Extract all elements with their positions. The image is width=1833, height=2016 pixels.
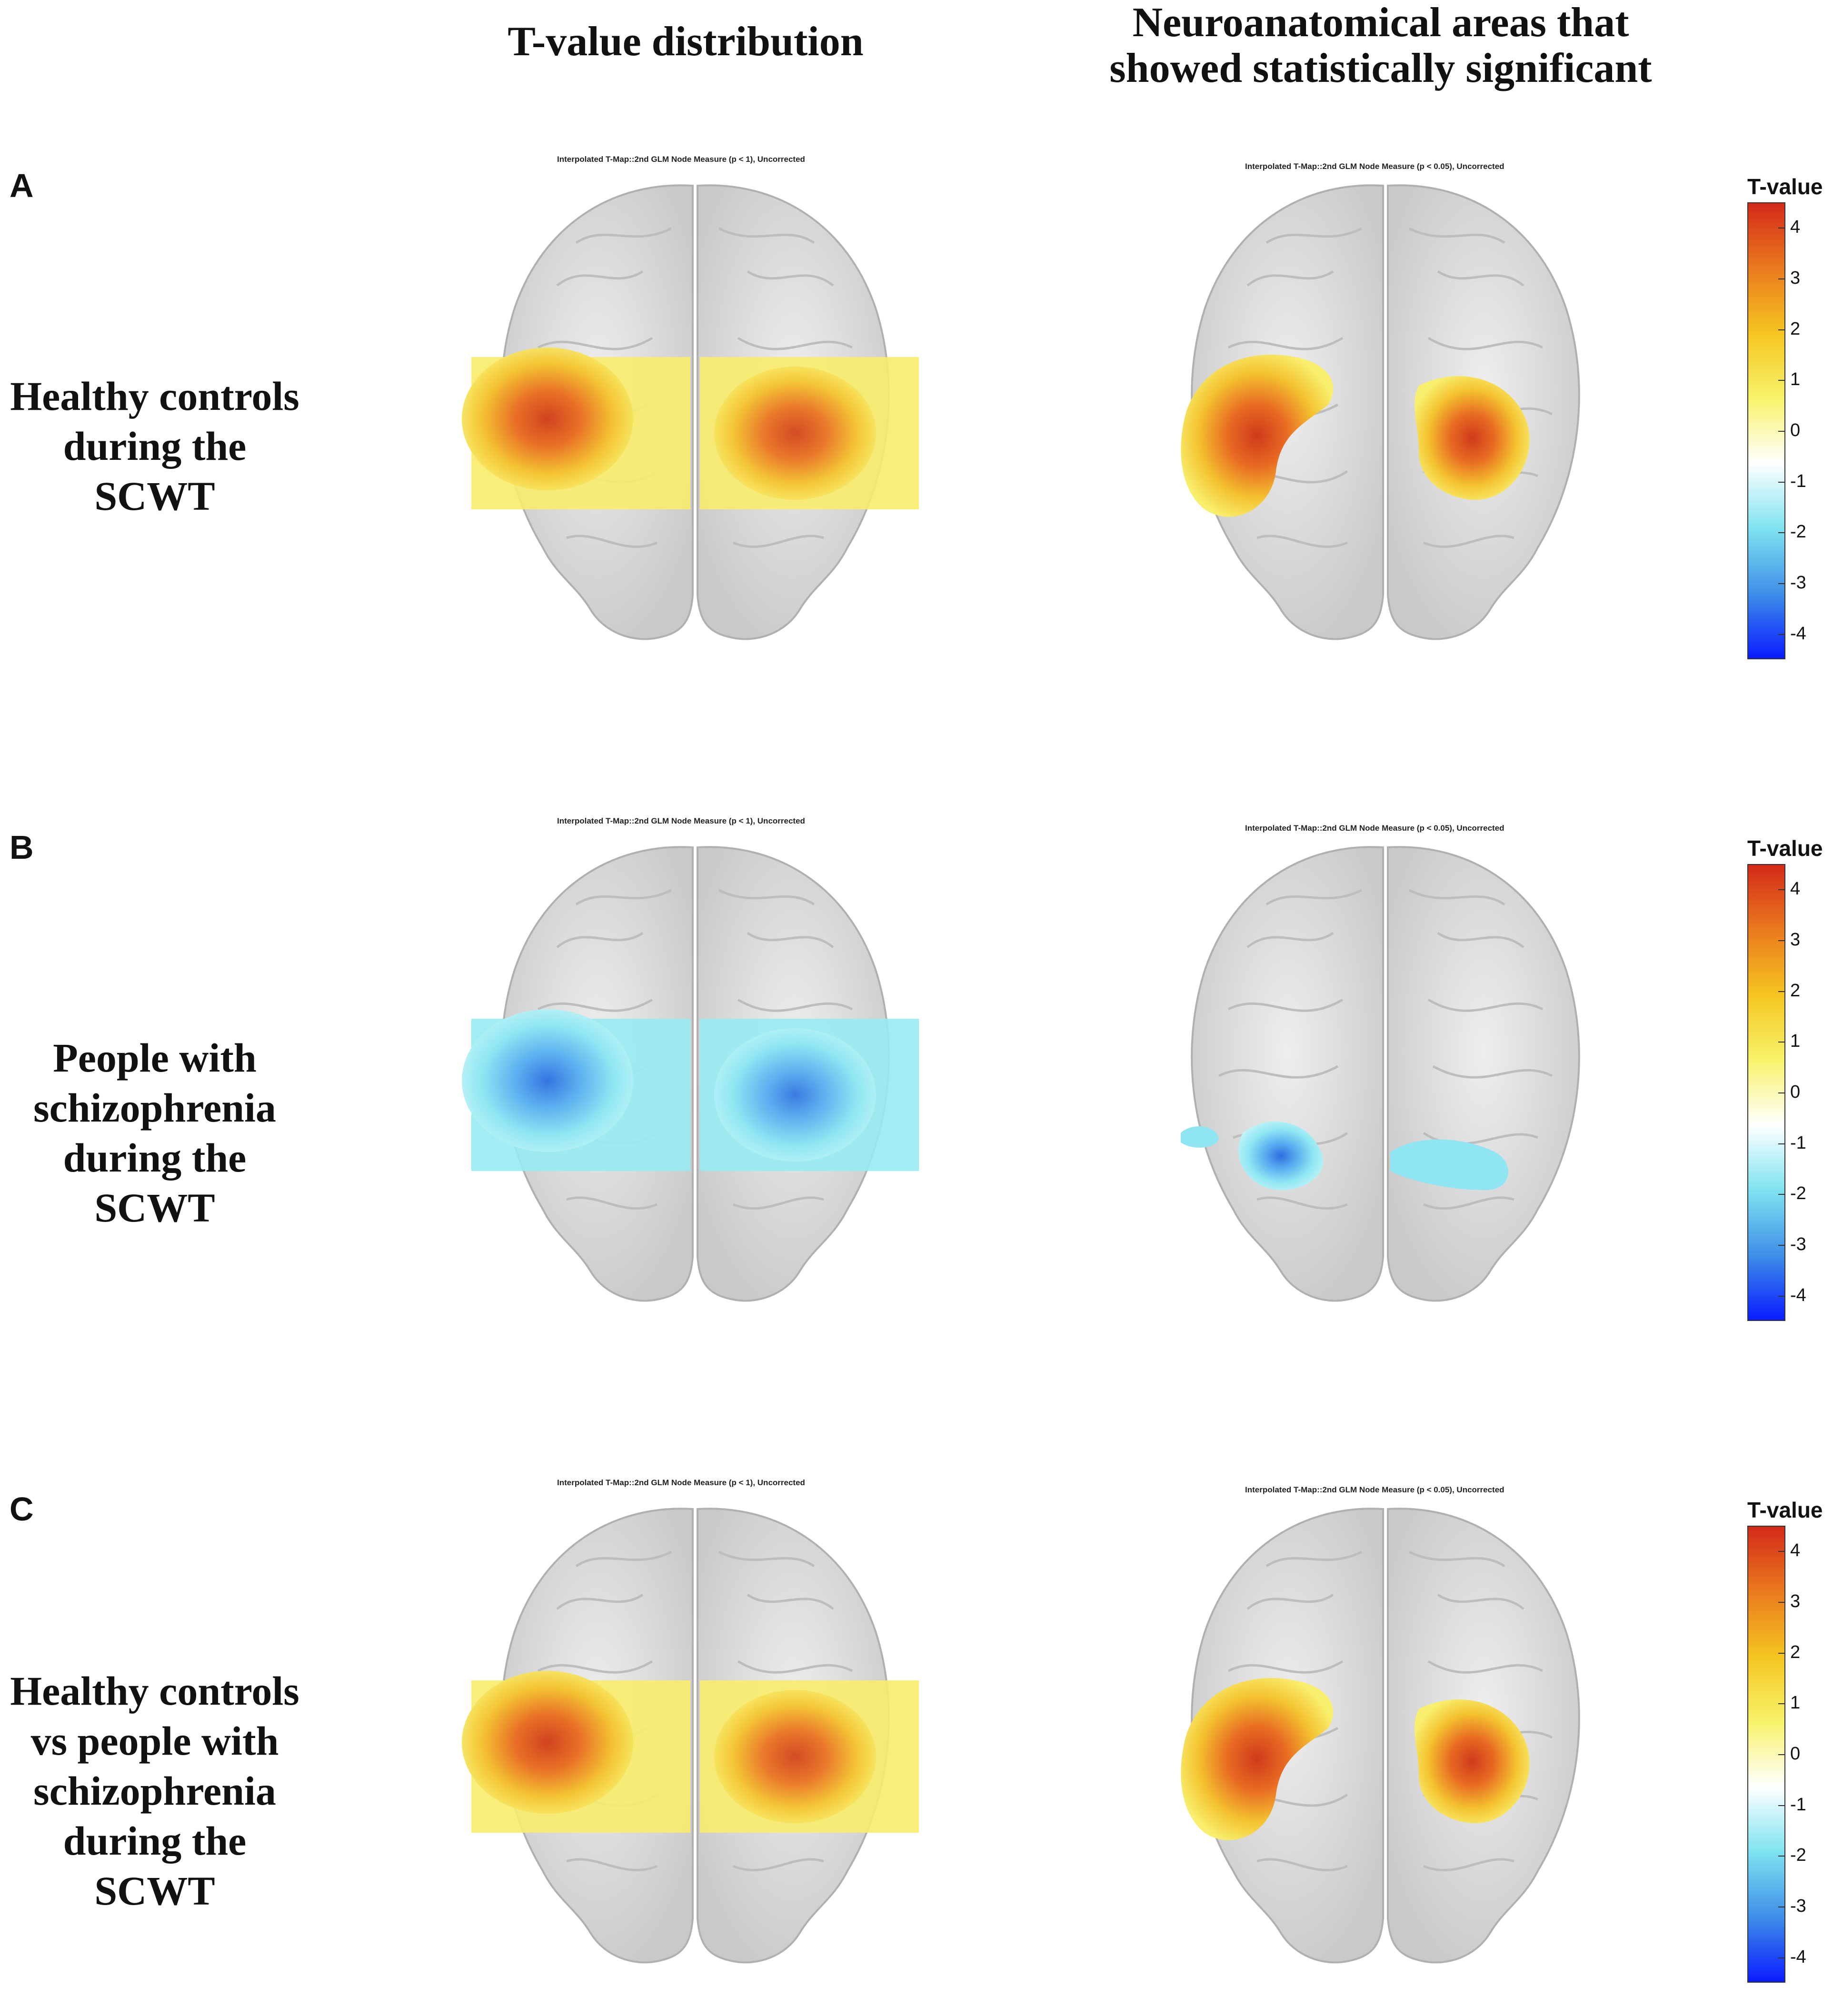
colorbar-tick-label: 3 <box>1790 268 1801 288</box>
colorbar-title: T-value <box>1747 1498 1823 1522</box>
activation-overlay <box>1181 1122 1508 1190</box>
activation-overlay <box>462 1671 919 1833</box>
colorbar-tick-label: 0 <box>1790 1082 1801 1102</box>
colorbar-tick-mark <box>1778 380 1785 381</box>
colorbar-tick-mark <box>1778 1754 1785 1755</box>
colorbar-tick-label: 2 <box>1790 1642 1801 1662</box>
colorbar-tick-label: -1 <box>1790 1132 1806 1153</box>
panel-letter: B <box>10 829 34 866</box>
colorbar-tick-mark <box>1778 991 1785 992</box>
map-title-tvalue: Interpolated T-Map::2nd GLM Node Measure… <box>557 1478 805 1487</box>
colorbar-tick-mark <box>1778 1703 1785 1705</box>
colorbar-tick-mark <box>1778 1652 1785 1654</box>
colorbar-tick-mark <box>1778 431 1785 432</box>
colorbar-tick-label: -2 <box>1790 1183 1806 1204</box>
colorbar-tick-mark <box>1778 889 1785 891</box>
map-title-tvalue: Interpolated T-Map::2nd GLM Node Measure… <box>557 816 805 825</box>
colorbar-tick-label: 1 <box>1790 369 1801 390</box>
activation-overlay <box>1181 1678 1530 1840</box>
right-hemisphere <box>1387 846 1580 1302</box>
colorbar-tick-label: -4 <box>1790 623 1806 644</box>
colorbar-tick-label: 4 <box>1790 879 1801 899</box>
brain-significant-map <box>1124 167 1647 693</box>
row-label-line: People with <box>53 1035 257 1081</box>
colorbar-tick-mark <box>1778 1245 1785 1246</box>
colorbar-tick-label: -2 <box>1790 1845 1806 1866</box>
colorbar-tick-label: -1 <box>1790 1794 1806 1815</box>
row-label-line: SCWT <box>94 1868 215 1914</box>
colorbar-tick-mark <box>1778 1957 1785 1958</box>
colorbar-tick-label: 2 <box>1790 318 1801 339</box>
colorbar-tick-mark <box>1778 1143 1785 1144</box>
colorbar-tick-mark <box>1778 1856 1785 1857</box>
map-title-significant: Interpolated T-Map::2nd GLM Node Measure… <box>1245 1485 1504 1494</box>
brain-significant-map <box>1124 828 1647 1354</box>
colorbar-tick-mark <box>1778 1551 1785 1552</box>
row-label-line: during the <box>63 423 247 469</box>
map-title-tvalue: Interpolated T-Map::2nd GLM Node Measure… <box>557 155 805 164</box>
brain-tvalue-map <box>433 167 957 693</box>
colorbar-tick-mark <box>1778 481 1785 483</box>
colorbar-tick-label: 3 <box>1790 1591 1801 1611</box>
colorbar-tick-mark <box>1778 1194 1785 1195</box>
colorbar-tick-label: 2 <box>1790 980 1801 1001</box>
colorbar-tick-label: 0 <box>1790 420 1801 440</box>
column-header-line-1: Neuroanatomical areas that <box>1132 0 1629 46</box>
brain-tvalue-map <box>433 1490 957 2016</box>
map-title-significant: Interpolated T-Map::2nd GLM Node Measure… <box>1245 162 1504 171</box>
row-label: People with schizophrenia during the SCWT <box>0 1033 309 1233</box>
colorbar-tick-label: 3 <box>1790 930 1801 950</box>
panel-letter: A <box>10 167 34 204</box>
brain-significant-map <box>1124 1490 1647 2016</box>
colorbar-tick-mark <box>1778 1295 1785 1297</box>
row-label-line: Healthy controls <box>10 1668 299 1714</box>
row-label-line: during the <box>63 1818 247 1864</box>
colorbar-tick-label: 4 <box>1790 1540 1801 1561</box>
left-hemisphere <box>1191 846 1384 1302</box>
colorbar-title: T-value <box>1747 174 1823 199</box>
colorbar-tick-label: -2 <box>1790 522 1806 542</box>
colorbar-tick-label: 1 <box>1790 1693 1801 1713</box>
map-title-significant: Interpolated T-Map::2nd GLM Node Measure… <box>1245 824 1504 833</box>
row-label: Healthy controls vs people with schizophre… <box>0 1666 309 1916</box>
colorbar-tick-label: -3 <box>1790 1896 1806 1916</box>
row-label: Healthy controls during the SCWT <box>0 371 309 521</box>
panel-letter: C <box>10 1490 34 1528</box>
row-label-line: schizophrenia <box>33 1768 276 1814</box>
brain-tvalue-map <box>433 828 957 1354</box>
colorbar-tick-mark <box>1778 329 1785 330</box>
column-header-line-2: showed statistically significant <box>1109 45 1652 91</box>
colorbar-tick-label: -3 <box>1790 1234 1806 1254</box>
colorbar-tick-label: -3 <box>1790 573 1806 593</box>
activation-overlay <box>462 348 919 509</box>
colorbar-tick-mark <box>1778 940 1785 941</box>
activation-overlay <box>1181 355 1530 517</box>
colorbar-tick-label: -1 <box>1790 471 1806 491</box>
colorbar-tick-mark <box>1778 278 1785 279</box>
row-label-line: SCWT <box>94 473 215 519</box>
activation-overlay <box>462 1009 919 1171</box>
colorbar-tick-mark <box>1778 1602 1785 1603</box>
colorbar-title: T-value <box>1747 836 1823 861</box>
row-label-line: Healthy controls <box>10 373 299 419</box>
colorbar-tick-label: 0 <box>1790 1744 1801 1764</box>
column-header-significant: Neuroanatomical areas that showed statis… <box>1047 0 1714 91</box>
row-label-line: during the <box>63 1135 247 1181</box>
colorbar-tick-mark <box>1778 583 1785 584</box>
colorbar-tick-mark <box>1778 1805 1785 1806</box>
colorbar-tick-mark <box>1778 532 1785 534</box>
colorbar-tick-mark <box>1778 634 1785 635</box>
row-label-line: SCWT <box>94 1185 215 1231</box>
colorbar-tick-mark <box>1778 1042 1785 1043</box>
colorbar-tick-mark <box>1778 1092 1785 1093</box>
colorbar-tick-label: 4 <box>1790 217 1801 238</box>
row-label-line: vs people with <box>30 1718 279 1764</box>
colorbar-tick-label: -4 <box>1790 1285 1806 1305</box>
column-header-tvalue: T-value distribution <box>508 19 864 65</box>
row-label-line: schizophrenia <box>33 1085 276 1131</box>
colorbar-tick-label: 1 <box>1790 1031 1801 1052</box>
colorbar-tick-label: -4 <box>1790 1946 1806 1967</box>
